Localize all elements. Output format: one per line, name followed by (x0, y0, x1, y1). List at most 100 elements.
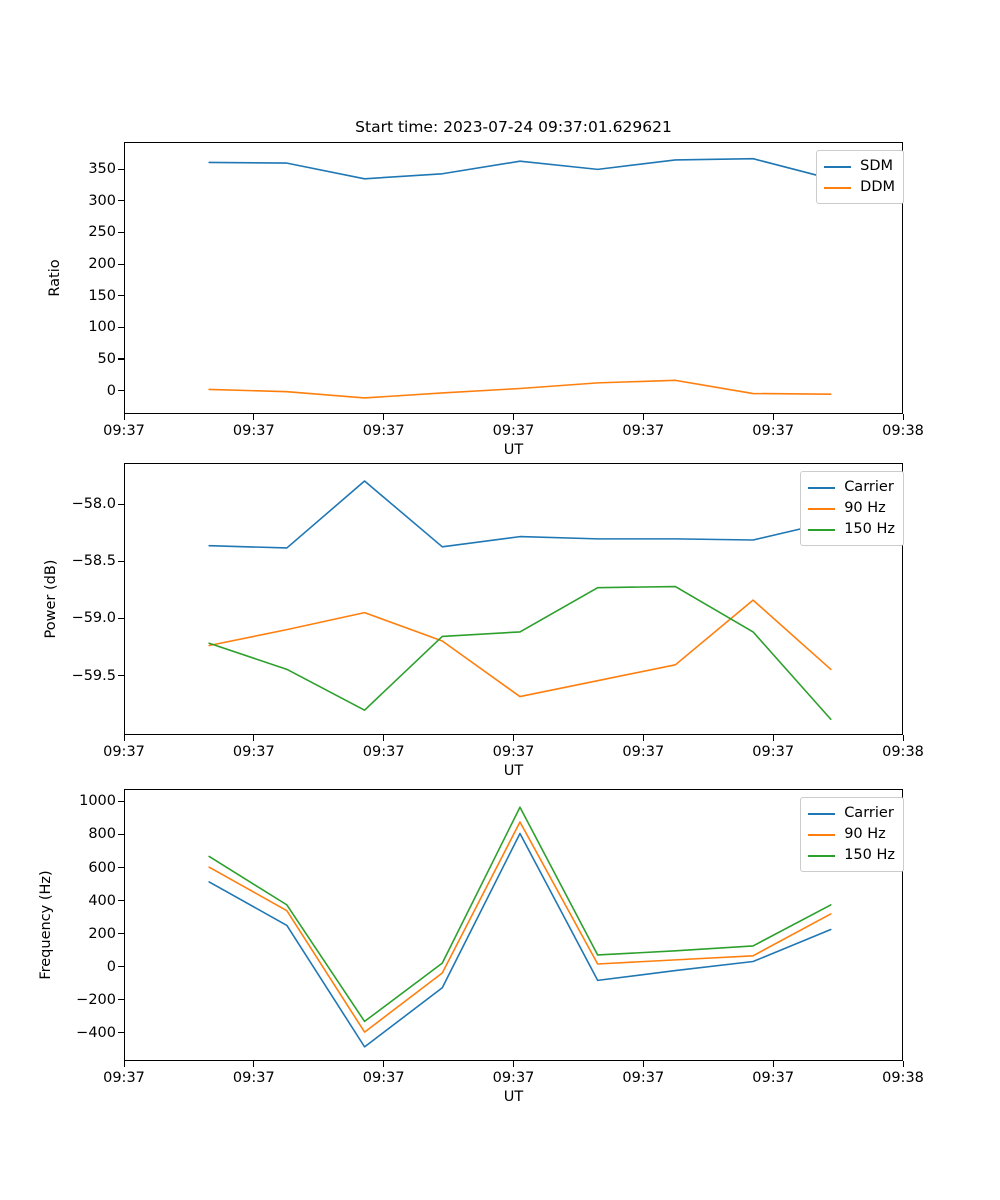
x-tick-mark (383, 414, 385, 420)
x-tick-label: 09:37 (232, 423, 275, 439)
y-tick-label: 100 (88, 319, 116, 336)
y-tick-mark (118, 263, 124, 265)
x-tick-mark (902, 1061, 904, 1067)
legend-label-90hz: 90 Hz (844, 500, 886, 517)
y-tick-mark (118, 200, 124, 202)
plot-area-power (124, 463, 903, 735)
plot-area-ratio (124, 142, 903, 414)
legend-label-carrier-freq: Carrier (844, 805, 894, 822)
x-tick-mark (383, 1061, 385, 1067)
subplot-frequency: −400 −200 0 200 400 600 800 1000 09:37 09:37 09:3… (38, 789, 924, 1105)
y-tick-mark (118, 168, 124, 170)
y-tick-mark (118, 1032, 124, 1034)
y-tick-label: 300 (88, 192, 116, 209)
legend-power: Carrier 90 Hz 150 Hz (800, 471, 904, 546)
legend-swatch-sdm (824, 165, 852, 168)
y-axis-label-ratio: Ratio (47, 259, 63, 297)
y-tick-mark (118, 231, 124, 234)
x-tick-mark (253, 414, 255, 420)
legend-item-sdm[interactable]: SDM (824, 156, 895, 177)
x-tick-mark (383, 735, 385, 741)
y-tick-label: 350 (88, 160, 116, 177)
y-axis-label-power: Power (dB) (43, 559, 59, 639)
x-tick-mark (253, 1061, 255, 1067)
legend-label-150hz-freq: 150 Hz (844, 847, 895, 864)
y-tick-label: −58.5 (71, 553, 116, 570)
legend-item-150hz[interactable]: 150 Hz (808, 519, 895, 540)
y-tick-mark (118, 800, 124, 802)
x-tick-mark (902, 735, 904, 741)
plot-lines-ratio (208, 157, 832, 399)
x-tick-label: 09:37 (492, 744, 535, 760)
legend-swatch-90hz (808, 507, 836, 510)
legend-label-90hz-freq: 90 Hz (844, 826, 886, 843)
x-tick-mark (513, 735, 515, 741)
plot-lines-frequency (208, 806, 832, 1048)
x-tick-label: 09:37 (492, 1070, 535, 1086)
legend-item-90hz[interactable]: 90 Hz (808, 498, 895, 519)
y-tick-label: 0 (106, 382, 116, 399)
x-tick-label: 09:37 (752, 744, 795, 760)
legend-swatch-150hz (808, 528, 836, 531)
subplot-ratio: 0 50 100 150 200 250 300 350 09:37 09:37 09:37 09:… (47, 142, 924, 458)
y-tick-label: 250 (88, 224, 116, 241)
x-tick-mark (513, 1061, 515, 1067)
subplot-power: −58.0 −58.5 −59.0 −59.5 09:37 09:37 09:37 09:3… (43, 463, 924, 779)
x-tick-mark (772, 414, 774, 420)
legend-item-ddm[interactable]: DDM (824, 177, 895, 198)
x-tick-label: 09:38 (882, 744, 924, 760)
x-tick-label: 09:37 (492, 423, 535, 439)
legend-swatch-carrier (808, 486, 836, 489)
x-tick-mark (123, 1061, 125, 1067)
legend-swatch-150hz-freq (808, 854, 836, 857)
legend-item-carrier-freq[interactable]: Carrier (808, 803, 895, 824)
y-tick-mark (118, 999, 124, 1001)
x-tick-mark (642, 414, 644, 420)
x-axis-label-ratio: UT (503, 442, 524, 458)
y-tick-label: 1000 (79, 793, 116, 810)
y-tick-label: −59.5 (71, 667, 116, 684)
legend-swatch-ddm (824, 186, 852, 189)
x-tick-label: 09:37 (622, 1070, 665, 1086)
legend-label-carrier: Carrier (844, 479, 894, 496)
y-tick-mark (118, 933, 124, 935)
x-tick-label: 09:37 (752, 423, 795, 439)
x-tick-mark (123, 735, 125, 741)
x-tick-label: 09:38 (882, 1070, 924, 1086)
legend-frequency: Carrier 90 Hz 150 Hz (800, 797, 904, 872)
y-tick-label: −58.0 (71, 495, 116, 512)
y-tick-label: −400 (76, 1024, 116, 1041)
x-tick-mark (123, 414, 125, 420)
y-tick-mark (118, 326, 124, 328)
plot-lines-power (208, 480, 832, 721)
legend-ratio: SDM DDM (816, 150, 904, 204)
y-tick-label: 0 (106, 958, 116, 975)
legend-item-90hz-freq[interactable]: 90 Hz (808, 824, 895, 845)
y-tick-mark (118, 966, 124, 968)
x-tick-label: 09:37 (103, 1070, 145, 1086)
y-tick-label: 200 (88, 925, 116, 942)
y-tick-mark (118, 675, 124, 677)
x-axis-label-power: UT (503, 763, 524, 779)
x-tick-label: 09:37 (103, 423, 145, 439)
legend-label-ddm: DDM (860, 179, 895, 196)
x-tick-label: 09:37 (362, 423, 405, 439)
legend-swatch-90hz-freq (808, 833, 836, 836)
legend-item-carrier[interactable]: Carrier (808, 477, 895, 498)
legend-item-150hz-freq[interactable]: 150 Hz (808, 845, 895, 866)
y-tick-label: 200 (88, 255, 116, 272)
y-tick-mark (118, 295, 124, 297)
x-tick-mark (902, 414, 904, 420)
x-tick-label: 09:37 (752, 1070, 795, 1086)
x-tick-label: 09:37 (103, 744, 145, 760)
x-tick-label: 09:37 (362, 1070, 405, 1086)
x-tick-mark (772, 735, 774, 741)
y-axis-label-frequency: Frequency (Hz) (38, 870, 54, 980)
x-tick-mark (253, 735, 255, 741)
legend-label-150hz: 150 Hz (844, 521, 895, 538)
y-tick-mark (118, 390, 124, 392)
y-tick-label: −200 (76, 991, 116, 1008)
y-tick-mark (118, 560, 124, 562)
y-tick-mark (118, 900, 124, 902)
